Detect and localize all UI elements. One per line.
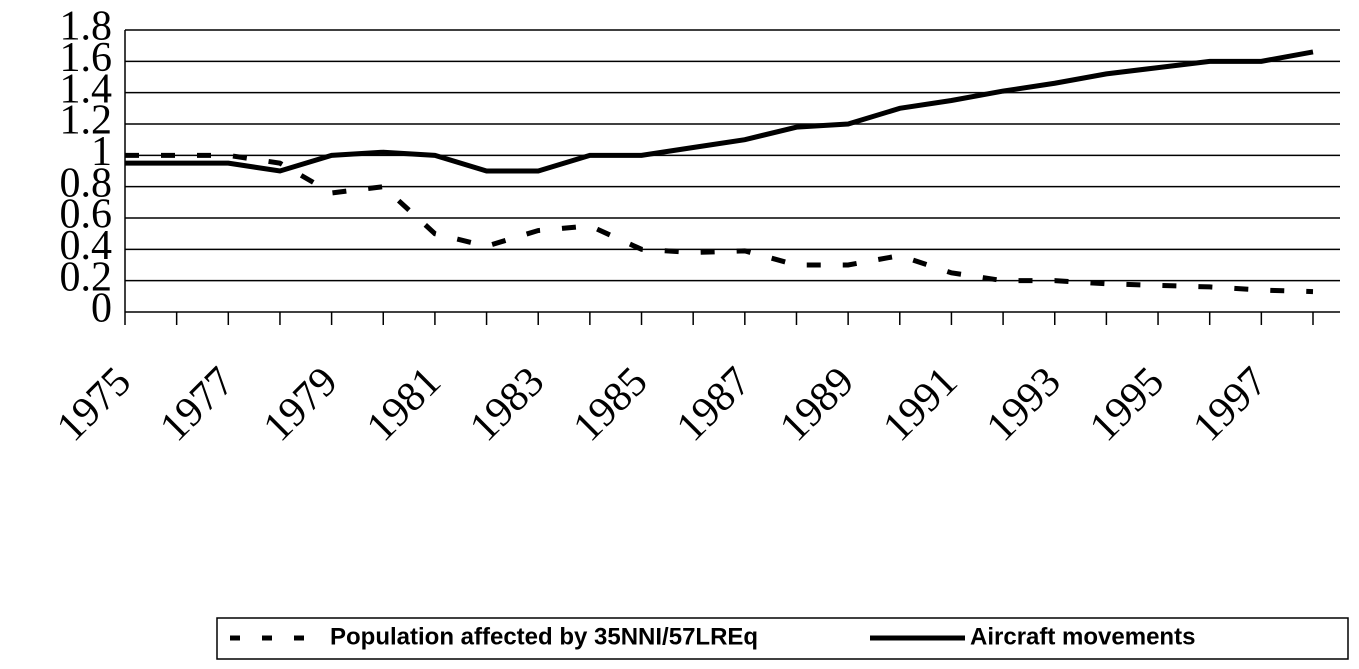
y-tick-label: 0.4 — [60, 223, 113, 269]
x-tick-label: 1985 — [565, 359, 657, 451]
x-tick-label: 1995 — [1081, 359, 1173, 451]
y-tick-label: 0 — [91, 286, 112, 332]
x-tick-label: 1981 — [358, 359, 450, 451]
x-tick-label: 1989 — [771, 359, 863, 451]
x-tick-label: 1987 — [668, 359, 760, 451]
x-tick-label: 1975 — [48, 359, 140, 451]
y-tick-label: 1 — [91, 129, 112, 175]
legend-box — [216, 617, 1349, 660]
y-tick-label: 0.2 — [60, 254, 113, 300]
y-tick-label: 1.6 — [60, 35, 113, 81]
y-tick-label: 1.8 — [60, 4, 113, 50]
y-tick-label: 0.6 — [60, 192, 113, 238]
series-line — [125, 49, 1314, 174]
x-tick-label: 1983 — [461, 359, 553, 451]
x-tick-label: 1991 — [875, 359, 967, 451]
legend-label: Population affected by 35NNI/57LREq — [330, 623, 758, 650]
y-tick-label: 1.2 — [60, 98, 113, 144]
x-tick-label: 1993 — [978, 359, 1070, 451]
x-tick-label: 1979 — [255, 359, 347, 451]
legend-label: Aircraft movements — [970, 623, 1195, 650]
y-tick-label: 0.8 — [60, 160, 113, 206]
x-tick-label: 1977 — [151, 359, 243, 451]
series-line — [125, 152, 1314, 295]
x-tick-label: 1997 — [1184, 359, 1276, 451]
y-tick-label: 1.4 — [60, 66, 113, 112]
